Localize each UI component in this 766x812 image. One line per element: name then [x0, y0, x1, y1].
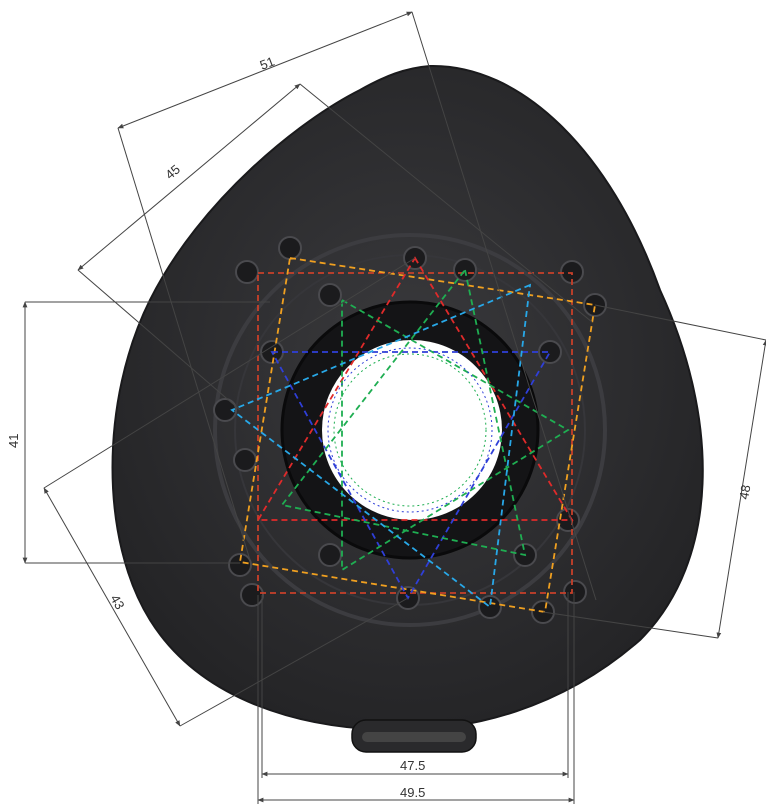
- pattern-triangle-cyan: [230, 283, 532, 609]
- circle-hole-icon: [318, 543, 342, 567]
- dim-label-51: 51: [258, 54, 277, 73]
- dim-label-47-5: 47.5: [400, 758, 425, 773]
- dim-label-41: 41: [6, 434, 21, 448]
- pattern-triangle-red: [256, 256, 574, 521]
- circle-hole-icon: [240, 583, 264, 607]
- circle-hole-icon: [235, 260, 259, 284]
- dim-label-49-5: 49.5: [400, 785, 425, 800]
- circle-hole-icon: [228, 553, 252, 577]
- circle-hole-icon: [556, 508, 580, 532]
- pattern-square-red: [257, 272, 573, 594]
- circle-hole-icon: [318, 283, 342, 307]
- dim-label-48: 48: [736, 484, 753, 501]
- mounting-ring: [213, 233, 607, 627]
- pattern-triangle-green-2: [280, 267, 527, 557]
- pattern-square-orange: [238, 256, 597, 614]
- circle-hole-icon: [213, 398, 237, 422]
- center-hole: [322, 340, 502, 520]
- circle-hole-icon: [538, 340, 562, 364]
- circle-hole-icon: [233, 448, 257, 472]
- circle-hole-icon: [478, 595, 502, 619]
- pattern-triangle-green: [341, 298, 570, 572]
- dimension-lines: [22, 11, 766, 804]
- circle-hole-icon: [278, 236, 302, 260]
- pattern-triangle-blue: [270, 351, 552, 600]
- dim-label-45: 45: [162, 162, 183, 183]
- dim-label-43: 43: [107, 592, 127, 612]
- circle-hole-icon: [563, 580, 587, 604]
